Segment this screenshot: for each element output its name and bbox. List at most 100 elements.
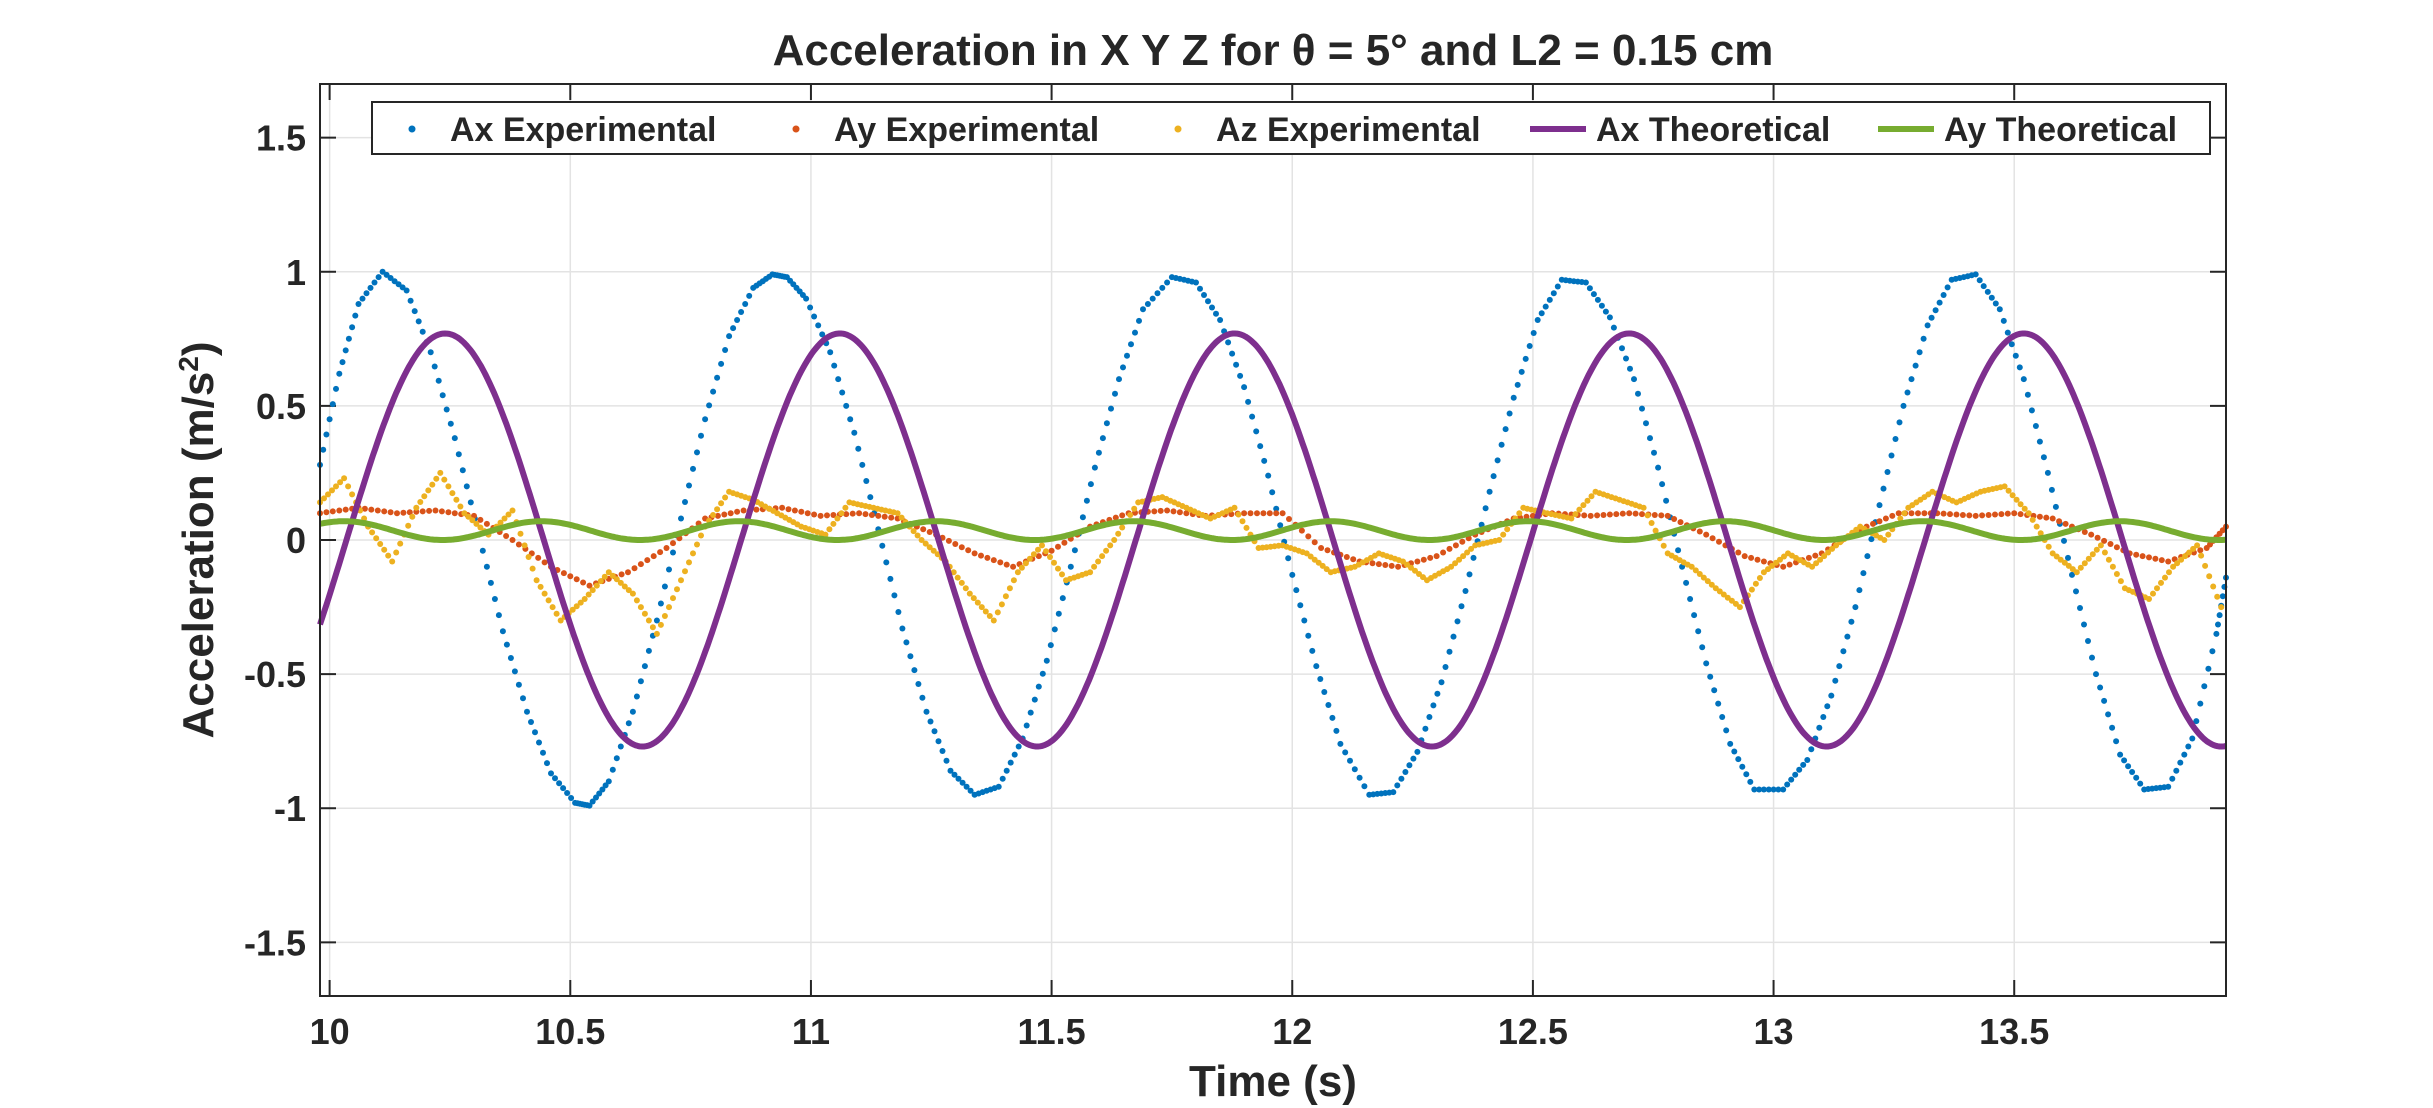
data-point — [2194, 542, 2201, 549]
legend-label-ay-experimental: Ay Experimental — [834, 111, 1099, 149]
data-point — [1446, 648, 1453, 655]
data-point — [718, 500, 725, 507]
data-point — [400, 509, 407, 516]
data-point — [1452, 542, 1459, 549]
data-point — [2036, 438, 2043, 445]
data-point — [1462, 588, 1469, 594]
data-point — [918, 537, 925, 543]
data-point — [511, 668, 518, 675]
data-point — [2029, 516, 2036, 523]
data-point — [1313, 663, 1320, 670]
data-point — [637, 561, 644, 568]
data-point — [1361, 783, 1368, 790]
data-point — [2077, 564, 2084, 571]
data-point — [377, 541, 384, 547]
data-point — [1936, 299, 1943, 306]
data-point — [602, 782, 609, 789]
data-point — [371, 279, 378, 286]
y-tick-label: 1.5 — [256, 118, 306, 159]
legend-item-ay-theoretical: Ay Theoretical — [1878, 111, 2177, 149]
data-point — [517, 530, 524, 537]
data-point — [1395, 563, 1402, 570]
data-point — [1704, 578, 1711, 585]
data-point — [1128, 341, 1134, 348]
data-point — [1644, 512, 1651, 519]
data-point — [560, 570, 567, 577]
data-point — [1450, 633, 1457, 640]
data-point — [914, 532, 921, 539]
data-point — [1277, 522, 1284, 529]
data-point — [1043, 657, 1050, 664]
data-point — [990, 617, 997, 624]
y-tick-label: -1 — [274, 788, 306, 829]
data-point — [1279, 510, 1286, 517]
data-point — [963, 783, 970, 790]
data-point — [982, 608, 989, 615]
data-point — [2113, 571, 2120, 577]
data-point — [1816, 724, 1823, 731]
data-point — [1083, 497, 1090, 504]
data-point — [2181, 751, 2188, 758]
data-point — [1047, 642, 1054, 649]
data-point — [645, 617, 652, 624]
data-point — [1542, 303, 1549, 310]
legend-item-ax-theoretical: Ax Theoretical — [1530, 111, 1830, 149]
data-point — [1889, 512, 1896, 519]
data-point — [503, 641, 510, 648]
data-point — [509, 507, 516, 514]
data-point — [1600, 512, 1607, 518]
data-point — [1748, 554, 1755, 561]
data-point — [657, 600, 664, 607]
data-point — [629, 590, 636, 597]
data-point — [1840, 648, 1847, 655]
data-point — [431, 363, 438, 370]
data-point — [1157, 507, 1164, 514]
data-point — [1261, 457, 1268, 464]
data-point — [1736, 604, 1743, 611]
data-point — [1446, 545, 1453, 552]
data-point — [1518, 368, 1525, 375]
data-point — [1868, 536, 1875, 543]
data-point — [2065, 554, 2071, 561]
data-point — [1699, 644, 1706, 651]
data-point — [822, 531, 829, 538]
legend: Ax Experimental Ay Experimental Az Exper… — [371, 101, 2211, 155]
data-point — [1860, 570, 1867, 577]
data-point — [1979, 512, 1986, 519]
data-point — [922, 540, 929, 547]
data-point — [721, 511, 728, 518]
data-point — [967, 787, 974, 794]
data-point — [951, 771, 958, 778]
data-point — [497, 519, 504, 526]
data-point — [1825, 549, 1832, 556]
data-point — [1980, 283, 1987, 290]
data-point — [2088, 531, 2095, 538]
data-point — [1103, 547, 1110, 554]
data-point — [686, 559, 692, 566]
data-point — [1055, 610, 1062, 617]
data-point — [529, 565, 536, 572]
y-tick-label: -1.5 — [244, 922, 306, 963]
data-point — [445, 509, 452, 516]
data-point — [1087, 481, 1094, 488]
data-point — [2158, 579, 2164, 586]
chart-title: Acceleration in X Y Z for θ = 5° and L2 … — [773, 26, 1774, 75]
data-point — [1944, 284, 1951, 291]
data-point — [1390, 789, 1397, 796]
data-point — [1120, 364, 1126, 371]
data-point — [528, 719, 534, 725]
data-point — [2028, 407, 2035, 414]
data-point — [1844, 633, 1851, 640]
data-point — [670, 595, 676, 602]
data-point — [1103, 420, 1110, 427]
data-point — [625, 587, 632, 594]
data-point — [1164, 507, 1171, 514]
data-point — [1414, 558, 1421, 565]
data-point — [1976, 277, 1983, 284]
data-point — [2081, 529, 2088, 535]
data-point — [2008, 341, 2015, 348]
data-point — [686, 482, 692, 489]
data-point — [564, 790, 571, 796]
data-point — [1538, 310, 1545, 317]
legend-label-ax-theoretical: Ax Theoretical — [1596, 111, 1830, 149]
